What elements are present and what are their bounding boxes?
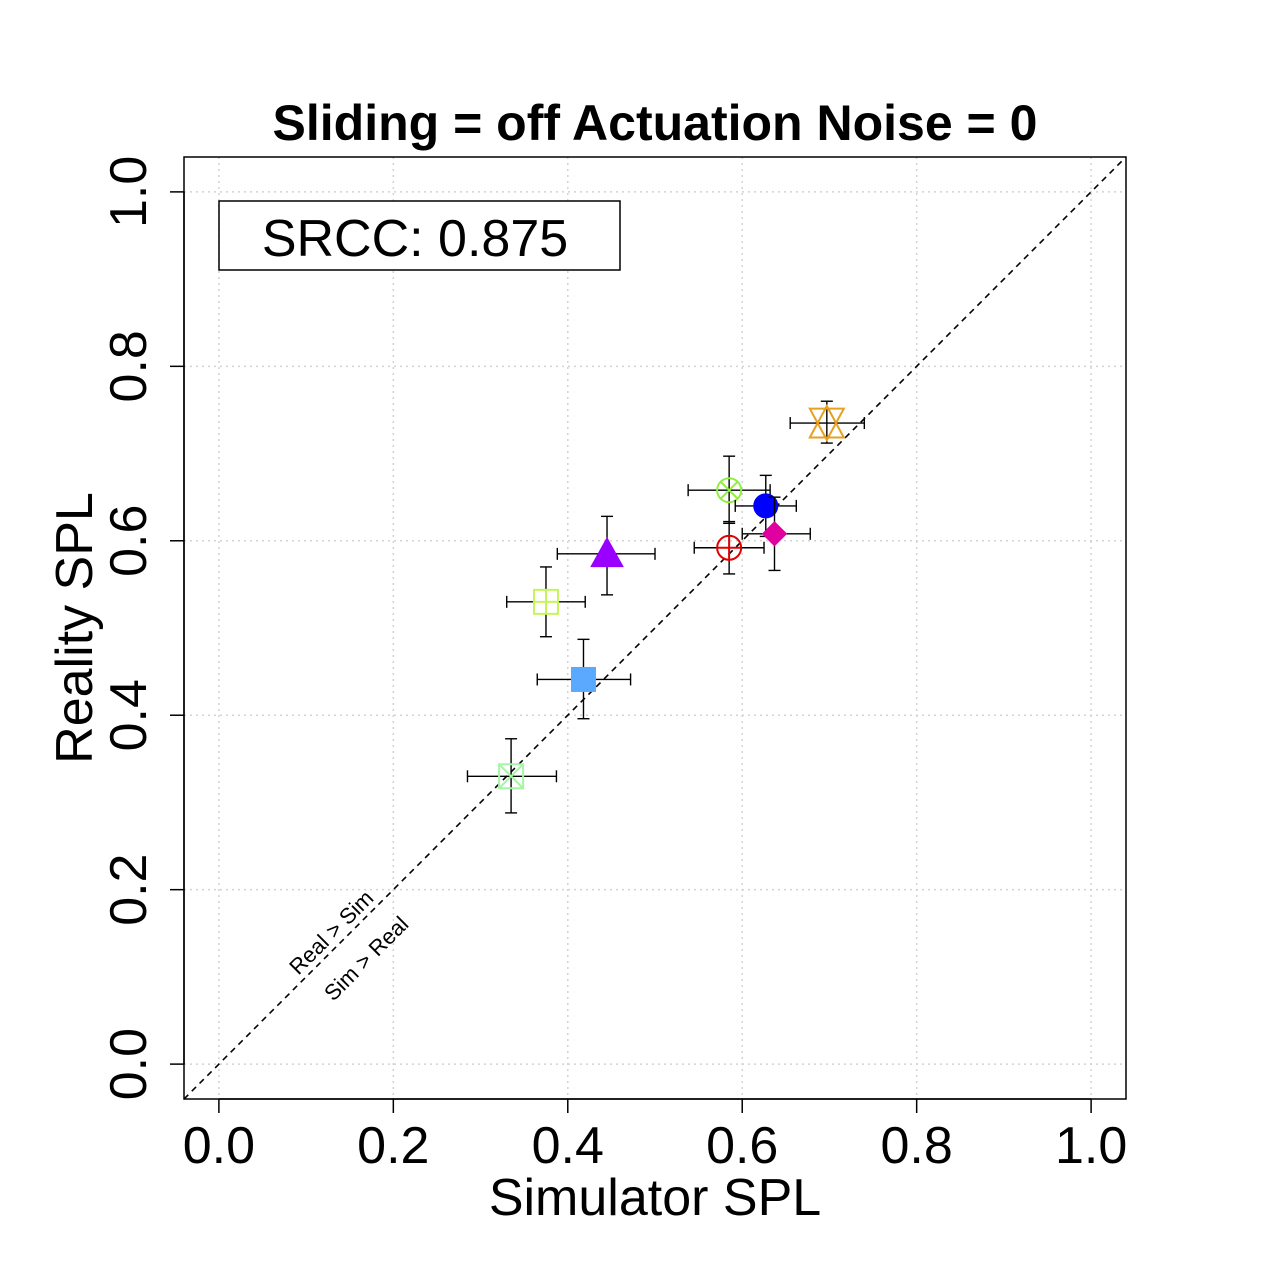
data-point [556,515,656,596]
y-tick-label: 0.2 [100,854,158,926]
data-points [466,400,866,814]
y-tick-label: 0.6 [100,505,158,577]
plot-frame [183,156,1127,1100]
x-axis: 0.0 0.2 0.4 0.6 0.8 1.0 [183,1098,1127,1175]
x-tick-label: 0.4 [532,1117,604,1175]
srcc-label: SRCC: 0.875 [262,210,568,268]
data-point [466,738,558,814]
y-axis-label: Reality SPL [46,492,104,764]
x-tick-label: 0.2 [357,1117,429,1175]
x-tick-label: 1.0 [1055,1117,1127,1175]
y-tick-label: 0.4 [100,679,158,751]
grid [184,157,1126,1099]
data-point [506,566,586,638]
identity-line [183,156,1127,1100]
marker [716,477,743,504]
marker [570,666,596,692]
x-tick-label: 0.6 [706,1117,778,1175]
x-tick-label: 0.0 [183,1117,255,1175]
marker [808,407,846,443]
marker [498,763,525,790]
data-point [789,400,866,444]
marker [590,536,624,568]
y-tick-label: 1.0 [100,156,158,228]
y-axis: 0.0 0.2 0.4 0.6 0.8 1.0 [100,156,185,1100]
chart-title: Sliding = off Actuation Noise = 0 [273,95,1038,151]
data-point [687,455,771,525]
marker-line [719,480,739,500]
data-point [741,496,811,572]
data-point [536,638,632,720]
x-axis-label: Simulator SPL [489,1169,821,1227]
y-tick-label: 0.8 [100,330,158,402]
srcc-box: SRCC: 0.875 [218,200,621,271]
marker [761,521,788,547]
x-tick-label: 0.8 [881,1117,953,1175]
y-tick-label: 0.0 [100,1028,158,1100]
data-point [693,520,765,575]
marker-line [498,763,524,789]
marker [753,493,779,519]
data-point [734,474,797,538]
marker [808,403,846,439]
